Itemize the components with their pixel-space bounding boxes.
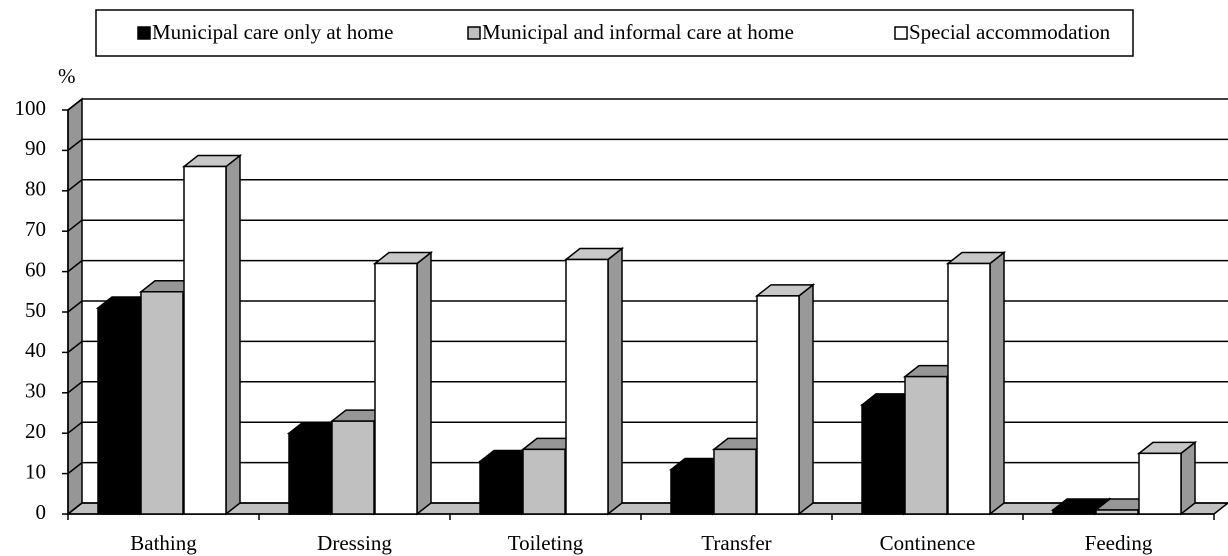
- bar: [1136, 440, 1198, 516]
- y-tick-label: 0: [36, 500, 47, 524]
- bar: [181, 154, 243, 516]
- y-tick-label: 100: [15, 96, 47, 120]
- bar-front: [947, 262, 991, 515]
- x-tick-label: Transfer: [701, 531, 771, 555]
- y-tick-label: 60: [25, 257, 46, 281]
- legend-marker: [137, 26, 151, 40]
- grid-line: [67, 259, 1228, 273]
- y-tick-label: 10: [25, 459, 46, 483]
- bar-front: [522, 448, 566, 515]
- x-tick-label: Feeding: [1085, 531, 1153, 555]
- bar-side: [225, 154, 241, 516]
- legend-label: Municipal care only at home: [152, 20, 393, 44]
- bar-front: [1052, 509, 1096, 515]
- bar-front: [713, 448, 757, 515]
- bar: [754, 283, 816, 516]
- bar-side: [798, 283, 814, 516]
- y-tick-label: 40: [25, 338, 46, 362]
- grid-line: [67, 179, 1228, 192]
- bar-side: [607, 246, 623, 516]
- legend-box: [95, 9, 1134, 57]
- bar-front: [1095, 509, 1139, 515]
- bar-front: [183, 165, 227, 515]
- y-tick-label: 30: [25, 379, 46, 403]
- bar-front: [861, 404, 905, 515]
- grid-line: [67, 219, 1228, 232]
- x-tick-label: Dressing: [317, 531, 392, 555]
- legend-label: Municipal and informal care at home: [482, 20, 794, 44]
- bar-front: [331, 420, 375, 515]
- grid-line: [67, 340, 1228, 353]
- y-tick-label: 80: [25, 177, 46, 201]
- grid-line: [67, 300, 1228, 313]
- legend-label: Special accommodation: [909, 20, 1111, 44]
- bar-front: [904, 375, 948, 515]
- grid-line: [67, 98, 1228, 111]
- x-tick-label: Continence: [880, 531, 976, 555]
- bar-front: [288, 432, 332, 515]
- legend-marker: [894, 26, 908, 40]
- bar-front: [97, 307, 141, 515]
- y-tick-label: 20: [25, 419, 46, 443]
- bar: [1050, 497, 1112, 516]
- grid-line: [67, 381, 1228, 394]
- bar-front: [756, 295, 800, 515]
- bar-front: [374, 262, 418, 515]
- x-tick-label: Bathing: [130, 531, 197, 555]
- bar-front: [670, 468, 714, 515]
- y-tick-label: 50: [25, 298, 46, 322]
- bar-front: [140, 291, 184, 515]
- grid-line: [67, 421, 1228, 434]
- y-axis-label: %: [58, 64, 76, 88]
- x-tick-label: Toileting: [508, 531, 584, 555]
- y-tick-label: 70: [25, 217, 46, 241]
- bar-side: [416, 250, 432, 516]
- bar: [945, 250, 1007, 516]
- y-tick-label: 90: [25, 136, 46, 160]
- bar-side: [1180, 440, 1196, 516]
- bar-side: [989, 250, 1005, 516]
- grid-line: [67, 461, 1228, 475]
- bar-front: [1138, 452, 1182, 515]
- legend-marker: [467, 26, 481, 40]
- bar: [372, 250, 434, 516]
- grid-line: [67, 502, 1228, 515]
- grid-line: [67, 138, 1228, 151]
- bar-front: [479, 460, 523, 515]
- bar-front: [565, 258, 609, 515]
- bar: [563, 246, 625, 516]
